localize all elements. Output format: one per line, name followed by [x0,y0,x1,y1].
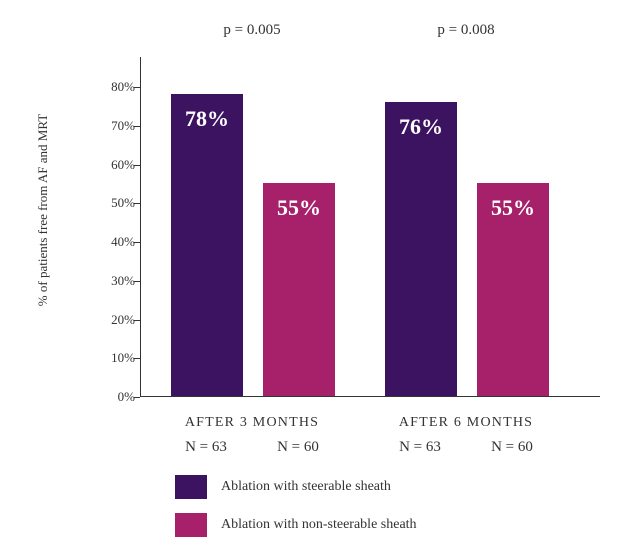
y-tick-label: 0% [75,389,135,405]
legend-item: Ablation with steerable sheath [175,475,417,499]
bar: 55% [477,183,549,396]
y-tick-label: 80% [75,79,135,95]
y-tick-label: 40% [75,234,135,250]
legend-swatch [175,513,207,537]
y-tick-label: 10% [75,350,135,366]
n-label: N = 63 [185,439,227,456]
n-label: N = 63 [399,439,441,456]
bar-value-label: 55% [263,195,335,221]
bar-value-label: 78% [171,106,243,132]
n-label: N = 60 [491,439,533,456]
chart-container: % of patients free from AF and MRT 0% 10%… [0,0,632,557]
y-tick-label: 30% [75,273,135,289]
y-axis-label: % of patients free from AF and MRT [35,80,51,340]
legend-swatch [175,475,207,499]
bar-value-label: 55% [477,195,549,221]
legend-item: Ablation with non-steerable sheath [175,513,417,537]
y-tick-label: 60% [75,157,135,173]
x-group-label: AFTER 3 MONTHS [185,415,319,431]
n-label: N = 60 [277,439,319,456]
bar-value-label: 76% [385,114,457,140]
y-tick-label: 70% [75,118,135,134]
y-tick-label: 20% [75,312,135,328]
legend-label: Ablation with steerable sheath [221,479,391,495]
p-value-label: p = 0.005 [223,22,280,39]
x-group-label: AFTER 6 MONTHS [399,415,533,431]
chart-area: % of patients free from AF and MRT 0%10%… [75,10,585,390]
y-tick-mark [134,397,140,398]
legend-label: Ablation with non-steerable sheath [221,517,417,533]
y-tick-label: 50% [75,195,135,211]
bar: 78% [171,94,243,396]
bar: 76% [385,102,457,397]
legend: Ablation with steerable sheath Ablation w… [175,475,417,551]
bar: 55% [263,183,335,396]
p-value-label: p = 0.008 [437,22,494,39]
plot-area: 78% 55% 76% 55% [140,57,600,397]
